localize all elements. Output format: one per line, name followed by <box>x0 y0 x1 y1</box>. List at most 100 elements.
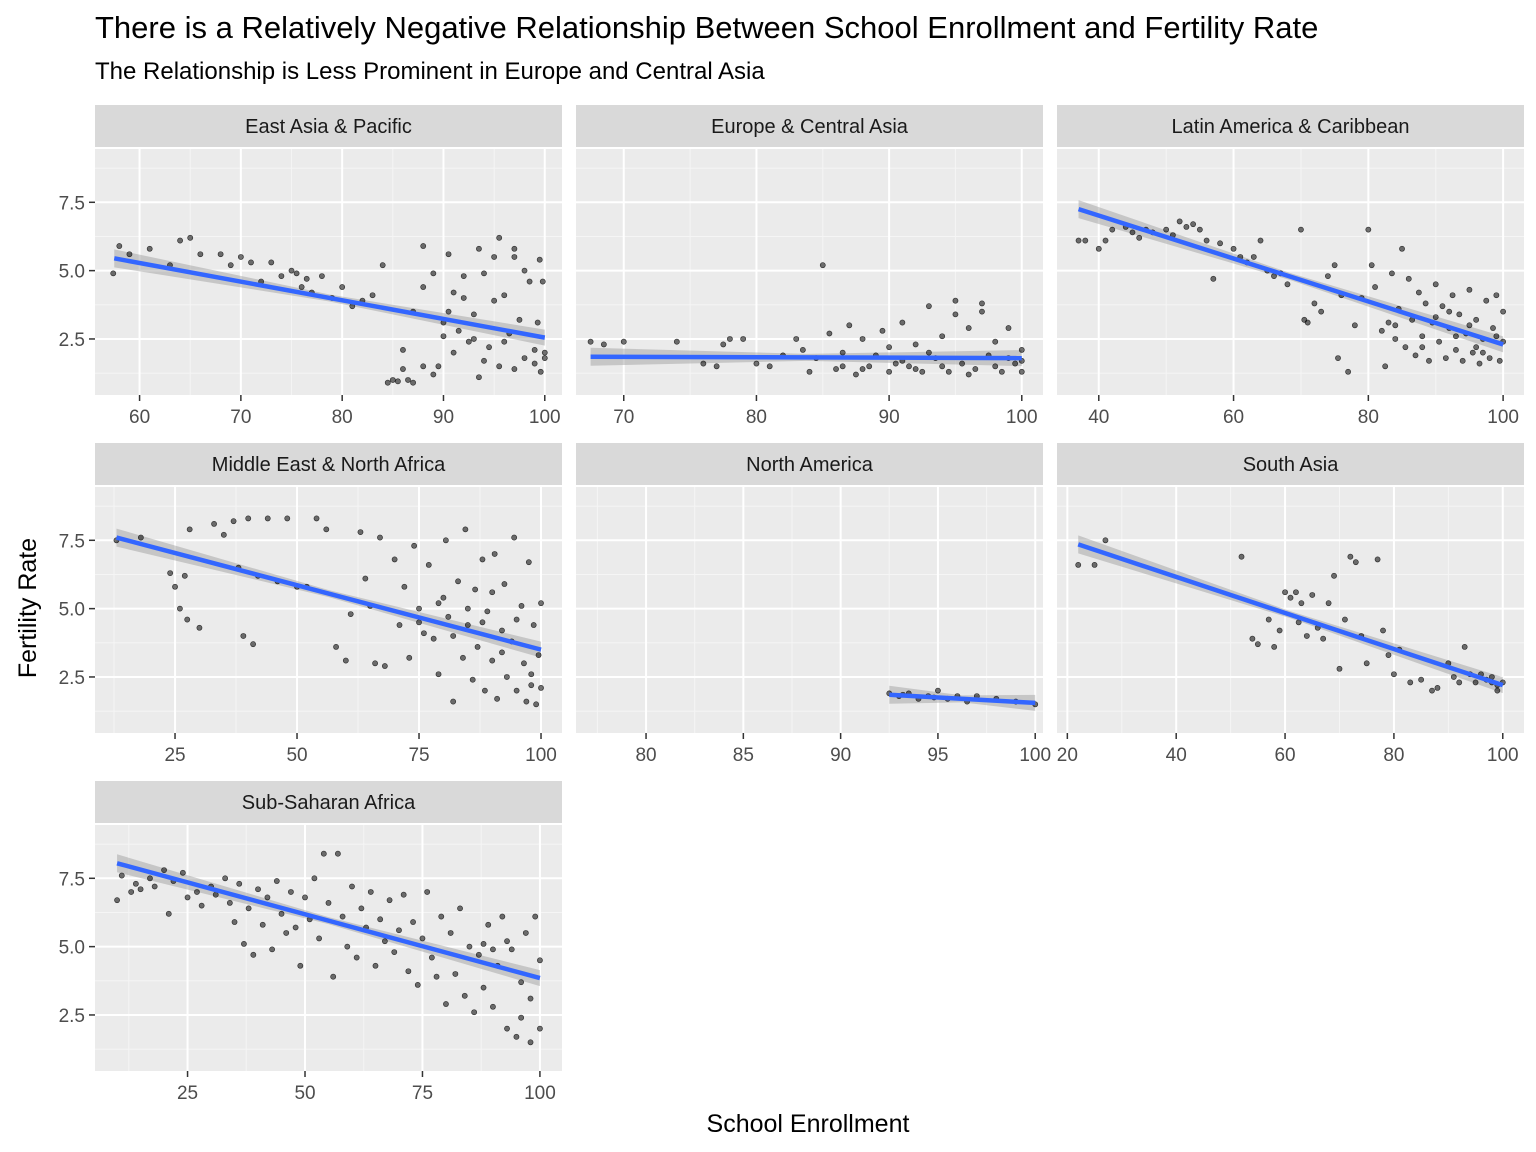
data-point <box>1415 289 1422 296</box>
data-point <box>177 605 183 612</box>
data-point <box>396 622 403 628</box>
data-point <box>1483 297 1490 304</box>
data-point <box>1449 292 1456 299</box>
data-point <box>1450 674 1457 680</box>
data-point <box>853 371 859 378</box>
data-point <box>230 518 237 525</box>
data-point <box>438 913 445 920</box>
trend-line <box>115 535 542 652</box>
data-point <box>476 245 482 252</box>
data-point <box>511 254 518 260</box>
data-point <box>919 368 926 375</box>
data-point <box>521 267 528 274</box>
data-point <box>1434 685 1441 691</box>
data-point <box>288 267 295 274</box>
data-point <box>250 641 257 648</box>
data-point <box>1271 644 1278 650</box>
data-point <box>283 930 290 936</box>
data-point <box>114 897 120 904</box>
data-point <box>1392 322 1399 329</box>
data-point <box>1476 360 1483 367</box>
data-point <box>508 946 515 953</box>
data-point <box>151 883 158 890</box>
x-tick-label: 100 <box>524 1083 556 1104</box>
data-point <box>1311 300 1318 307</box>
data-point <box>720 341 727 348</box>
data-point <box>394 378 401 385</box>
data-point <box>372 962 379 969</box>
data-point <box>339 913 346 920</box>
data-point <box>1442 355 1449 361</box>
data-point <box>313 515 320 522</box>
data-point <box>298 284 305 290</box>
data-point <box>177 237 183 244</box>
x-tick-label: 85 <box>733 745 754 766</box>
data-point <box>184 616 191 623</box>
data-point <box>460 295 467 301</box>
data-point <box>538 600 544 607</box>
data-point <box>433 973 440 980</box>
data-point <box>526 278 533 285</box>
facet-strip <box>95 105 562 147</box>
data-point <box>372 660 379 667</box>
data-point <box>302 894 308 901</box>
data-point <box>504 938 510 945</box>
data-point <box>484 608 491 615</box>
data-point <box>1276 627 1283 634</box>
data-point <box>400 891 407 898</box>
data-point <box>700 360 707 367</box>
trend-line <box>113 256 546 340</box>
data-point <box>146 245 153 252</box>
data-point <box>485 921 492 928</box>
data-point <box>673 338 680 345</box>
data-point <box>793 336 800 342</box>
data-point <box>342 657 349 664</box>
data-point <box>866 363 873 370</box>
data-point <box>416 605 422 612</box>
x-tick-label: 40 <box>1166 745 1187 766</box>
data-point <box>325 900 332 906</box>
panel-background <box>576 149 1043 395</box>
data-point <box>419 935 426 942</box>
data-point <box>1318 308 1325 315</box>
y-tick-label: 2.5 <box>59 668 85 689</box>
data-point <box>447 930 454 936</box>
data-point <box>349 883 355 890</box>
data-point <box>1217 240 1223 247</box>
data-point <box>753 360 760 367</box>
data-point <box>1190 221 1197 228</box>
data-point <box>476 374 482 381</box>
data-point <box>1418 676 1425 683</box>
data-point <box>1419 344 1426 351</box>
data-point <box>998 368 1005 375</box>
x-tick-label: 100 <box>1487 745 1519 766</box>
x-tick-label: 75 <box>408 745 429 766</box>
data-point <box>886 368 893 375</box>
x-tick-label: 95 <box>927 745 948 766</box>
data-point <box>435 600 442 607</box>
data-point <box>1265 616 1272 623</box>
data-point <box>384 379 391 386</box>
data-point <box>334 850 341 857</box>
data-point <box>1102 237 1109 244</box>
data-point <box>1250 254 1257 260</box>
data-point <box>362 575 369 582</box>
data-point <box>1432 314 1439 320</box>
data-point <box>501 581 508 587</box>
data-point <box>534 319 541 326</box>
data-point <box>839 363 846 370</box>
data-point <box>1210 275 1217 282</box>
data-point <box>316 935 323 942</box>
data-point <box>518 1014 525 1021</box>
data-point <box>1075 237 1082 244</box>
data-point <box>499 913 506 920</box>
data-point <box>452 971 459 977</box>
data-point <box>1331 572 1337 579</box>
data-point <box>1012 360 1019 367</box>
data-point <box>472 586 479 593</box>
data-point <box>339 284 346 290</box>
data-point <box>1385 652 1392 658</box>
data-point <box>410 379 416 386</box>
data-point <box>1018 346 1025 353</box>
data-point <box>469 676 476 683</box>
